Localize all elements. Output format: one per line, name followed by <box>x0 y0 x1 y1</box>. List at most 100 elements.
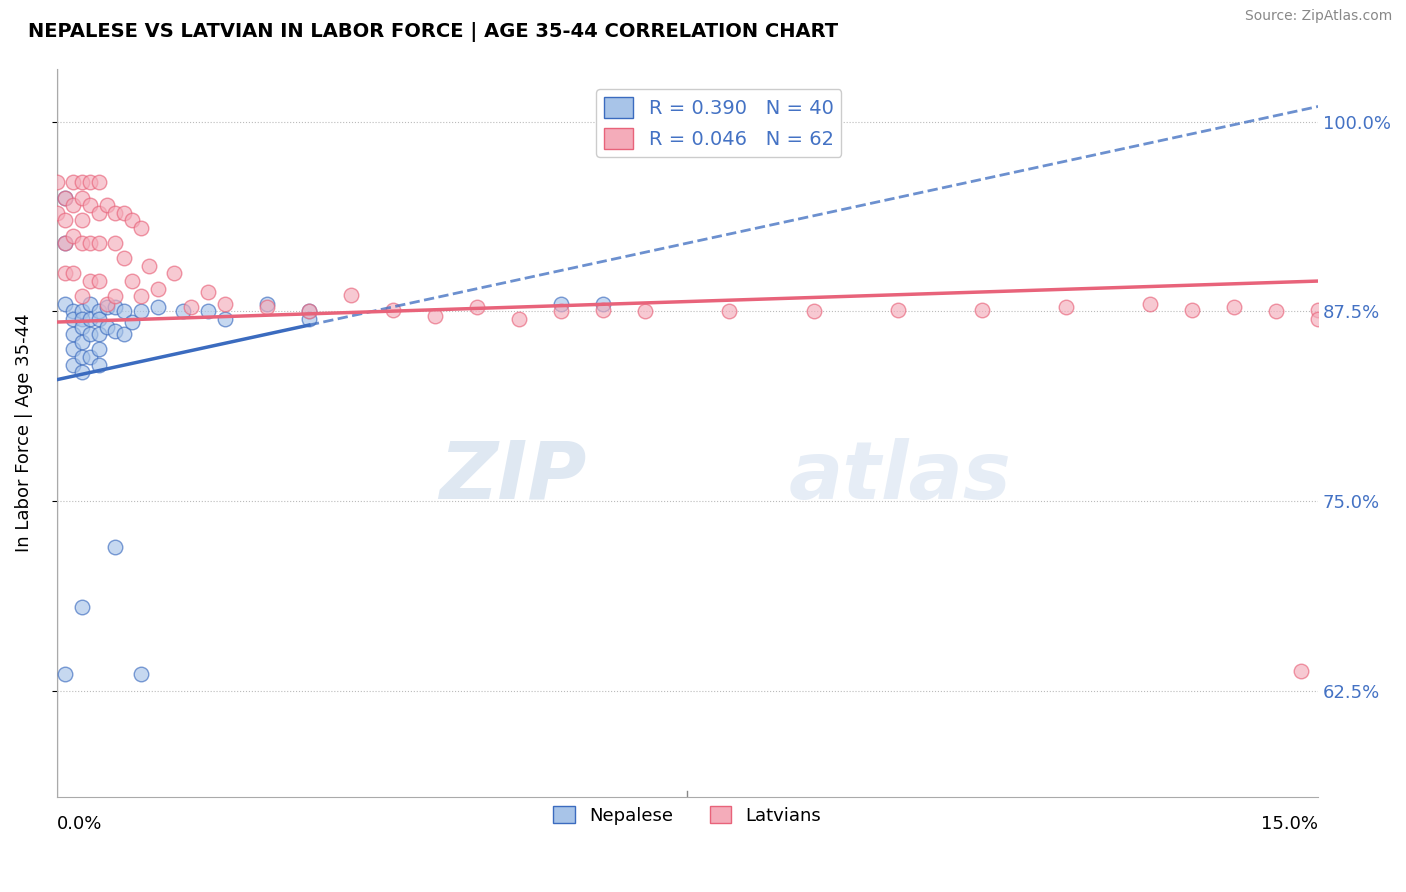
Text: 0.0%: 0.0% <box>56 815 103 833</box>
Point <box>104 300 127 314</box>
Point <box>79 236 101 251</box>
Point <box>423 309 446 323</box>
Point <box>87 175 110 189</box>
Point <box>62 228 84 243</box>
Point <box>62 175 84 189</box>
Point <box>70 334 93 349</box>
Point <box>550 304 572 318</box>
Point <box>146 300 169 314</box>
Point <box>1265 304 1288 318</box>
Point <box>62 198 84 212</box>
Point <box>112 327 135 342</box>
Point <box>1223 300 1246 314</box>
Text: 15.0%: 15.0% <box>1261 815 1319 833</box>
Point <box>53 213 76 227</box>
Point <box>180 300 202 314</box>
Point <box>62 267 84 281</box>
Point <box>550 297 572 311</box>
Point <box>53 267 76 281</box>
Point <box>256 297 278 311</box>
Point <box>70 365 93 379</box>
Point <box>1308 312 1330 326</box>
Point <box>79 312 101 326</box>
Point <box>129 304 152 318</box>
Point <box>104 540 127 554</box>
Legend: Nepalese, Latvians: Nepalese, Latvians <box>546 799 828 832</box>
Point <box>112 304 135 318</box>
Point <box>138 259 160 273</box>
Point <box>129 667 152 681</box>
Point <box>465 300 488 314</box>
Point <box>87 304 110 318</box>
Point <box>62 358 84 372</box>
Point <box>79 327 101 342</box>
Point <box>70 175 93 189</box>
Point <box>96 198 118 212</box>
Y-axis label: In Labor Force | Age 35-44: In Labor Force | Age 35-44 <box>15 314 32 552</box>
Point <box>79 350 101 364</box>
Point <box>592 297 614 311</box>
Point <box>62 312 84 326</box>
Point <box>298 304 321 318</box>
Point <box>1054 300 1077 314</box>
Point <box>53 190 76 204</box>
Point <box>87 206 110 220</box>
Point <box>70 312 93 326</box>
Point <box>70 236 93 251</box>
Point <box>718 304 741 318</box>
Point <box>87 236 110 251</box>
Point <box>1291 664 1313 678</box>
Point <box>45 206 67 220</box>
Point <box>129 221 152 235</box>
Point <box>53 236 76 251</box>
Point <box>634 304 657 318</box>
Point <box>87 312 110 326</box>
Point <box>1181 302 1204 317</box>
Point <box>53 190 76 204</box>
Point <box>256 300 278 314</box>
Point <box>79 297 101 311</box>
Point <box>104 324 127 338</box>
Text: atlas: atlas <box>789 438 1011 516</box>
Point <box>163 267 186 281</box>
Point <box>508 312 530 326</box>
Point <box>146 282 169 296</box>
Point <box>340 287 363 301</box>
Point <box>70 289 93 303</box>
Point <box>382 302 405 317</box>
Point <box>53 297 76 311</box>
Point <box>70 600 93 615</box>
Point <box>45 175 67 189</box>
Point <box>970 302 993 317</box>
Point <box>62 304 84 318</box>
Point <box>79 274 101 288</box>
Point <box>886 302 908 317</box>
Text: Source: ZipAtlas.com: Source: ZipAtlas.com <box>1244 9 1392 23</box>
Text: NEPALESE VS LATVIAN IN LABOR FORCE | AGE 35-44 CORRELATION CHART: NEPALESE VS LATVIAN IN LABOR FORCE | AGE… <box>28 22 838 42</box>
Point <box>62 343 84 357</box>
Point <box>70 304 93 318</box>
Point <box>79 175 101 189</box>
Point <box>104 236 127 251</box>
Point <box>96 297 118 311</box>
Point <box>87 343 110 357</box>
Point <box>87 327 110 342</box>
Point <box>214 297 236 311</box>
Point <box>1139 297 1161 311</box>
Point <box>298 304 321 318</box>
Point <box>1308 302 1330 317</box>
Point <box>121 315 143 329</box>
Point <box>112 252 135 266</box>
Point <box>79 198 101 212</box>
Point <box>87 274 110 288</box>
Point <box>53 667 76 681</box>
Point <box>592 302 614 317</box>
Point <box>129 289 152 303</box>
Point <box>121 213 143 227</box>
Point <box>87 358 110 372</box>
Point <box>62 327 84 342</box>
Point <box>70 350 93 364</box>
Point <box>96 300 118 314</box>
Point <box>112 206 135 220</box>
Point <box>214 312 236 326</box>
